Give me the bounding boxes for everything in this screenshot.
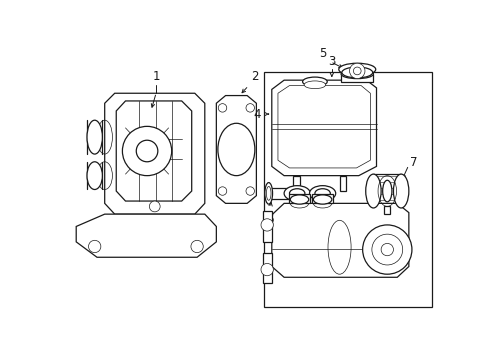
Ellipse shape [382, 180, 391, 202]
Ellipse shape [314, 189, 329, 198]
Ellipse shape [304, 81, 325, 89]
Bar [384, 206, 389, 214]
Ellipse shape [313, 195, 331, 204]
Circle shape [136, 140, 158, 162]
Ellipse shape [365, 174, 380, 208]
Bar [311, 194, 333, 203]
Ellipse shape [264, 183, 272, 204]
Bar [341, 74, 373, 82]
Polygon shape [216, 95, 256, 203]
Polygon shape [262, 253, 271, 283]
Circle shape [190, 240, 203, 253]
Ellipse shape [341, 69, 373, 78]
Polygon shape [104, 93, 204, 214]
Circle shape [149, 201, 160, 212]
Ellipse shape [338, 63, 375, 76]
Polygon shape [76, 214, 216, 257]
Circle shape [245, 187, 254, 195]
Circle shape [261, 264, 273, 276]
Polygon shape [293, 176, 299, 191]
Circle shape [218, 104, 226, 112]
Circle shape [353, 67, 360, 75]
Ellipse shape [393, 174, 408, 208]
Ellipse shape [87, 162, 102, 189]
Ellipse shape [284, 186, 310, 201]
Ellipse shape [302, 77, 326, 86]
Text: 3: 3 [327, 55, 335, 68]
Circle shape [88, 240, 101, 253]
Circle shape [261, 219, 273, 231]
Ellipse shape [309, 186, 335, 201]
Ellipse shape [218, 123, 254, 176]
Polygon shape [268, 188, 293, 199]
Polygon shape [339, 176, 345, 191]
Bar [264, 72, 431, 307]
Polygon shape [271, 80, 376, 176]
Circle shape [218, 187, 226, 195]
Text: 2: 2 [250, 70, 258, 83]
Ellipse shape [87, 120, 102, 154]
Ellipse shape [289, 189, 305, 198]
Circle shape [245, 104, 254, 112]
Ellipse shape [266, 186, 270, 200]
Ellipse shape [341, 67, 372, 78]
Polygon shape [271, 203, 408, 277]
Circle shape [362, 225, 411, 274]
Circle shape [122, 126, 171, 176]
Text: 4: 4 [253, 108, 261, 121]
Polygon shape [116, 101, 191, 201]
Text: 7: 7 [409, 156, 417, 169]
Text: 5: 5 [318, 47, 325, 60]
Text: 1: 1 [152, 70, 160, 83]
Text: 6: 6 [266, 213, 273, 226]
Polygon shape [262, 211, 271, 242]
Ellipse shape [290, 195, 308, 204]
Bar [288, 194, 310, 203]
Circle shape [349, 63, 364, 78]
